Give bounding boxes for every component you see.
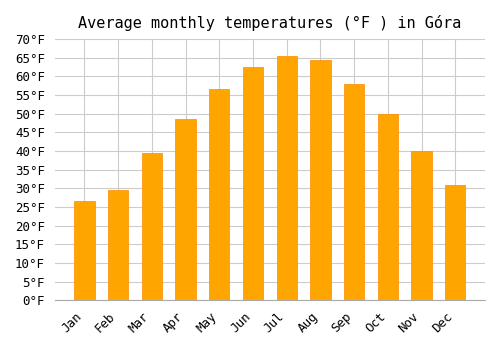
Title: Average monthly temperatures (°F ) in Góra: Average monthly temperatures (°F ) in Gó… xyxy=(78,15,462,31)
Bar xyxy=(310,60,330,300)
Bar xyxy=(74,201,94,300)
Bar xyxy=(243,67,263,300)
Bar xyxy=(176,119,196,300)
Bar xyxy=(378,114,398,300)
Bar xyxy=(108,190,128,300)
Bar xyxy=(209,90,230,300)
Bar xyxy=(142,153,162,300)
Bar xyxy=(445,184,466,300)
Bar xyxy=(412,151,432,300)
Bar xyxy=(276,56,297,300)
Bar xyxy=(344,84,364,300)
